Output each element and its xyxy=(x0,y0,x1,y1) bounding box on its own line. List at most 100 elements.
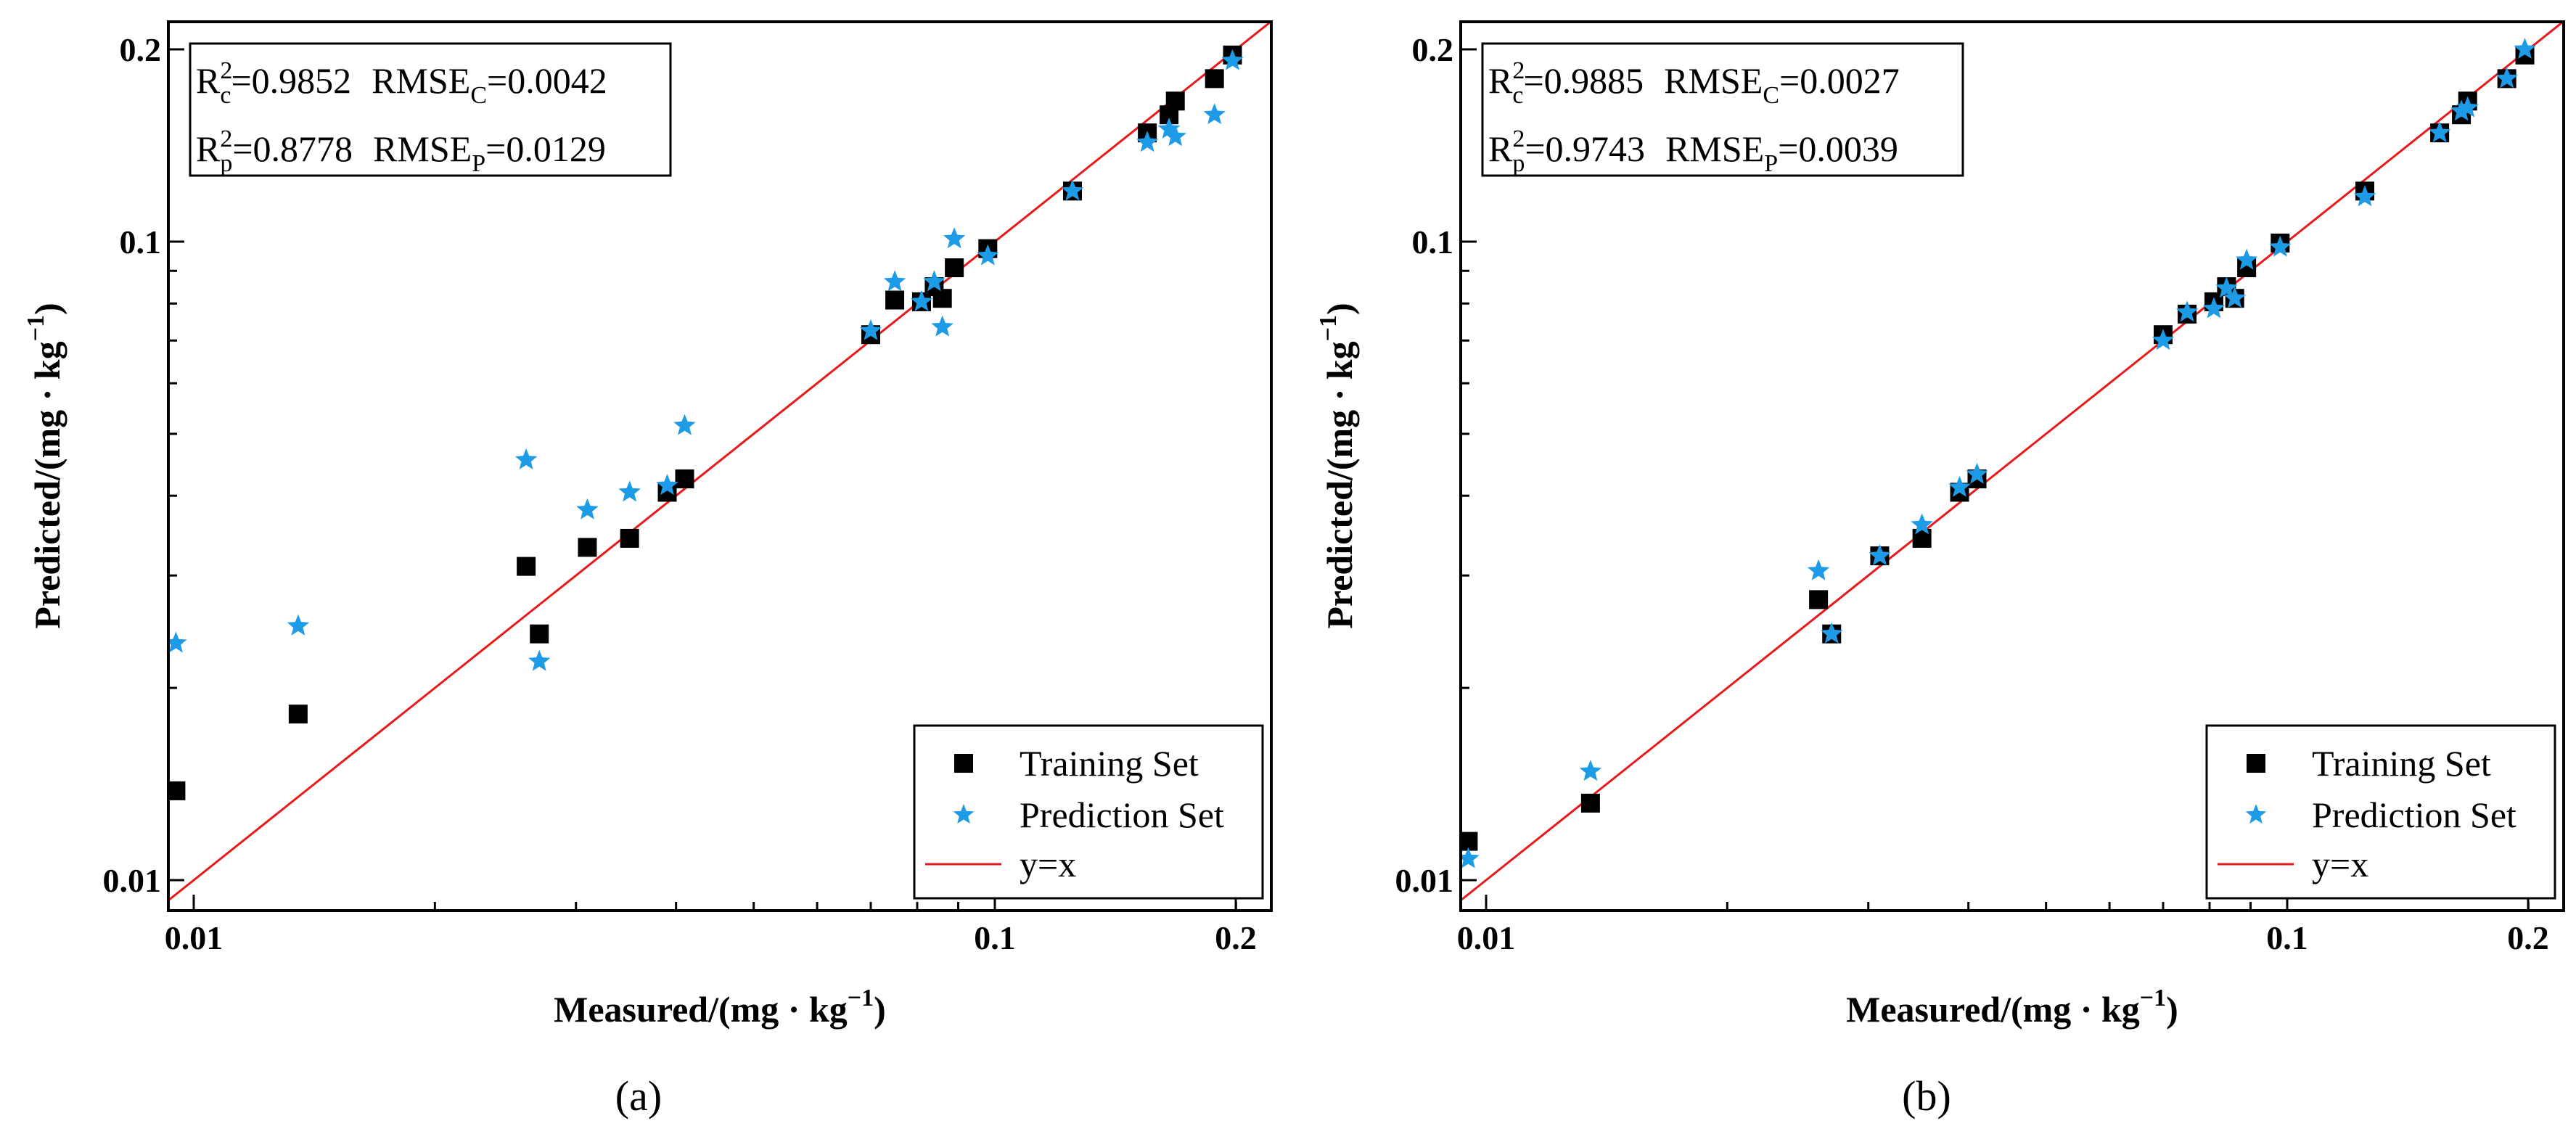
training-point xyxy=(1809,590,1829,609)
identity-line xyxy=(168,22,1271,901)
training-point xyxy=(932,289,952,308)
prediction-point xyxy=(883,270,906,292)
legend-training-marker xyxy=(2247,754,2265,773)
prediction-point xyxy=(1221,49,1244,70)
training-point xyxy=(578,538,597,557)
y-axis-ticks xyxy=(1461,48,1477,882)
legend-prediction-marker xyxy=(953,804,975,824)
prediction-point xyxy=(2269,235,2292,257)
prediction-point xyxy=(1966,462,1988,484)
stats-box: R2 c=0.9885 RMSEC=0.0027 R2 p=0.9743 RMSEP=0… xyxy=(1481,42,1964,177)
prediction-point xyxy=(977,244,999,266)
x-axis-label: Measured/(mg · kg−1) xyxy=(554,985,886,1030)
y-axis-label: Predicted/(mg · kg−1) xyxy=(22,303,67,628)
prediction-point xyxy=(1911,513,1933,535)
stat-rc2: =0.9852 xyxy=(231,60,351,101)
legend-prediction-label: Prediction Set xyxy=(2312,795,2516,835)
x-axis-label: Measured/(mg · kg−1) xyxy=(1846,985,2178,1030)
training-point xyxy=(530,624,549,644)
training-point xyxy=(1912,528,1932,548)
plot-area xyxy=(168,22,1271,901)
y-tick-label: 0.1 xyxy=(1412,223,1454,260)
legend-training-label: Training Set xyxy=(1020,743,1199,784)
prediction-point xyxy=(1821,622,1843,644)
stat-rmsec: =0.0027 xyxy=(1779,60,1900,101)
prediction-point xyxy=(2223,287,2246,308)
prediction-point xyxy=(673,414,696,435)
prediction-point xyxy=(287,614,310,636)
prediction-point xyxy=(910,290,933,311)
legend: Training Set Prediction Set y=x xyxy=(2205,724,2556,900)
x-tick-label: 0.2 xyxy=(1215,919,1257,956)
training-point xyxy=(517,557,536,576)
prediction-point xyxy=(1203,103,1226,125)
x-tick-label: 0.1 xyxy=(974,919,1016,956)
stat-rp2: =0.8778 xyxy=(232,128,353,169)
training-point xyxy=(620,528,639,548)
y-tick-label: 0.2 xyxy=(120,31,162,68)
prediction-point xyxy=(2235,248,2258,270)
y-tick-label: 0.01 xyxy=(1395,862,1454,899)
x-tick-label: 0.01 xyxy=(1457,919,1516,956)
prediction-point xyxy=(1061,179,1084,201)
legend-prediction-marker xyxy=(2245,804,2267,824)
stat-rmsep: =0.0039 xyxy=(1778,128,1898,169)
y-tick-label: 0.01 xyxy=(103,862,162,899)
stats-box: R2 c=0.9852 RMSEC=0.0042 R2 p=0.8778 RMSEP=0… xyxy=(189,42,672,177)
prediction-point xyxy=(2495,67,2518,89)
y-tick-label: 0.1 xyxy=(120,223,162,260)
stats-box-frame xyxy=(1481,42,1964,177)
prediction-point xyxy=(576,498,599,520)
x-tick-label: 0.2 xyxy=(2507,919,2549,956)
prediction-point xyxy=(2215,276,2238,298)
prediction-point xyxy=(2175,300,2199,322)
stat-rmsep: =0.0129 xyxy=(485,128,606,169)
prediction-point xyxy=(859,319,882,340)
prediction-point xyxy=(656,474,678,496)
prediction-point xyxy=(923,270,946,292)
training-point xyxy=(675,469,694,489)
stat-rc2: =0.9885 xyxy=(1523,60,1644,101)
prediction-point xyxy=(2450,99,2473,121)
training-point xyxy=(1580,793,1600,813)
prediction-point xyxy=(514,448,538,469)
panel-b: 0.01 0.1 0.2 0.01 0.1 0.2 R2 c=0.9885 RMSE… xyxy=(1315,20,2565,1120)
training-point xyxy=(1165,91,1185,111)
y-axis-label: Predicted/(mg · kg−1) xyxy=(1315,303,1360,628)
prediction-point xyxy=(2202,297,2226,319)
training-point xyxy=(885,290,905,310)
prediction-point xyxy=(1461,847,1480,869)
prediction-point xyxy=(618,480,641,502)
stats-line-calibration: R2 c=0.9852 RMSEC=0.0042 xyxy=(196,57,607,109)
stat-rmsec: =0.0042 xyxy=(487,60,607,101)
prediction-point xyxy=(1948,475,1971,497)
prediction-point xyxy=(1136,131,1159,152)
panel-a: 0.01 0.1 0.2 0.01 0.1 0.2 R2 c=0.9852 RMSE… xyxy=(22,20,1273,1120)
prediction-point xyxy=(943,227,966,249)
prediction-point xyxy=(528,649,551,671)
stats-line-prediction: R2 p=0.8778 RMSEP=0.0129 xyxy=(196,126,606,177)
prediction-point xyxy=(2428,121,2451,143)
prediction-point xyxy=(1869,544,1891,565)
prediction-point xyxy=(168,631,187,653)
legend-prediction-label: Prediction Set xyxy=(1020,795,1224,835)
prediction-point xyxy=(2353,185,2376,207)
stats-box-frame xyxy=(189,42,672,177)
prediction-point xyxy=(1157,118,1181,139)
legend-line-label: y=x xyxy=(1020,844,1076,884)
legend: Training Set Prediction Set y=x xyxy=(913,724,1264,900)
training-point xyxy=(288,705,308,724)
stat-rp2: =0.9743 xyxy=(1525,128,1645,169)
prediction-point xyxy=(2152,329,2175,350)
prediction-point xyxy=(2514,38,2536,59)
prediction-point xyxy=(2456,96,2479,118)
plot-frame xyxy=(167,20,1273,912)
legend-training-marker xyxy=(954,754,973,773)
y-axis-ticks xyxy=(168,48,184,882)
prediction-point xyxy=(931,315,953,337)
x-tick-label: 0.1 xyxy=(2266,919,2308,956)
x-tick-label: 0.01 xyxy=(165,919,223,956)
training-point xyxy=(1461,832,1478,851)
plot-area xyxy=(1461,22,2564,901)
panel-label: (b) xyxy=(1902,1072,1951,1120)
